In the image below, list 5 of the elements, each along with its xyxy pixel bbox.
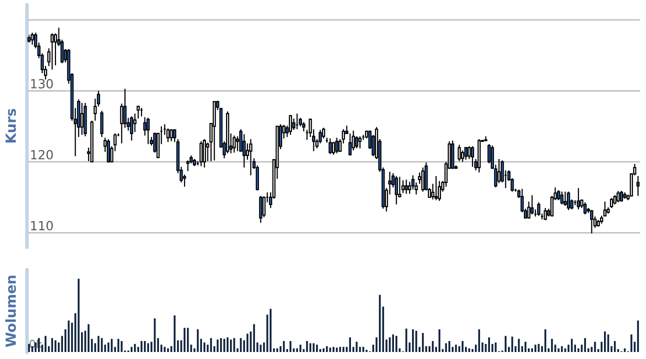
y-tick-label: 120 xyxy=(31,150,53,160)
y-axis-title: Wolumen xyxy=(5,276,16,347)
y-axis-title: Kurs xyxy=(6,108,16,142)
y-tick-label: 110 xyxy=(31,220,53,230)
y-tick-label: 130 xyxy=(31,78,53,88)
